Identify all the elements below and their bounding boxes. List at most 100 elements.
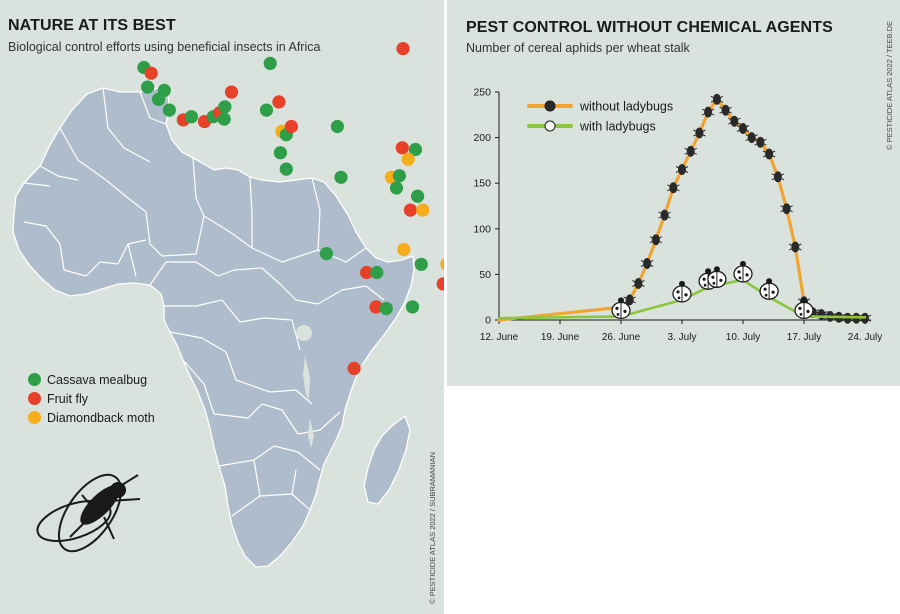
diamondback-moth-marker xyxy=(401,152,415,166)
aphid-marker xyxy=(728,115,741,127)
ladybug-marker xyxy=(733,260,753,283)
aphid-marker xyxy=(719,104,732,116)
aphid-marker xyxy=(632,278,645,289)
fruit-fly-marker xyxy=(347,361,361,375)
chart-legend: without ladybugs with ladybugs xyxy=(527,100,673,134)
ladybug-marker xyxy=(794,297,814,320)
legend-label: with ladybugs xyxy=(579,120,656,134)
cassava-mealbug-marker xyxy=(263,56,277,70)
aphid-marker xyxy=(649,234,663,246)
legend-dot-orange xyxy=(28,411,41,424)
diamondback-moth-marker xyxy=(397,242,411,257)
y-tick-label: 250 xyxy=(473,87,491,99)
cassava-mealbug-marker xyxy=(414,257,428,271)
fruit-fly-marker xyxy=(396,42,410,56)
aphid-marker xyxy=(658,209,671,221)
lakes xyxy=(296,325,314,448)
cassava-mealbug-marker xyxy=(141,80,155,94)
legend-item-cassava-mealbug: Cassava mealbug xyxy=(28,370,155,389)
cassava-mealbug-marker xyxy=(408,142,423,157)
x-tick-label: 10. July xyxy=(726,332,760,343)
aphid-marker xyxy=(623,294,636,306)
diamondback-moth-marker xyxy=(416,203,430,217)
cassava-mealbug-marker xyxy=(259,103,274,117)
aphid-marker xyxy=(693,127,706,139)
y-tick-label: 50 xyxy=(479,269,491,281)
country-borders xyxy=(23,87,385,517)
legend-item-diamondback-moth: Diamondback moth xyxy=(28,408,155,427)
aphid-line-chart: 0 50 100 150 200 250 12. June 19. June 26. June 3… xyxy=(473,87,882,344)
map-credit: © PESTICIDE ATLAS 2022 / SUBRAMANIAN xyxy=(428,451,437,604)
aphid-marker xyxy=(771,171,785,183)
cassava-mealbug-marker xyxy=(279,162,293,176)
cassava-mealbug-marker xyxy=(405,300,420,314)
cassava-mealbug-marker xyxy=(162,103,176,117)
chart-title: PEST CONTROL WITHOUT CHEMICAL AGENTS xyxy=(466,19,833,36)
cassava-mealbug-marker xyxy=(273,146,287,160)
y-tick-label: 100 xyxy=(473,223,491,235)
aphid-marker xyxy=(710,93,724,105)
chart-axes: 0 50 100 150 200 250 12. June 19. June 26. June 3… xyxy=(473,87,882,344)
cassava-mealbug-marker xyxy=(217,112,231,126)
ladybug-marker xyxy=(707,266,727,288)
aphid-marker xyxy=(780,203,793,215)
fruit-fly-marker xyxy=(224,85,239,99)
cassava-mealbug-marker xyxy=(319,247,333,261)
fruit-fly-marker xyxy=(272,95,286,109)
aphid-marker xyxy=(762,148,776,160)
x-tick-label: 12. June xyxy=(480,332,519,343)
map-legend: Cassava mealbug Fruit fly Diamondback mo… xyxy=(28,370,155,427)
cassava-mealbug-marker xyxy=(184,110,198,124)
fruit-fly-marker xyxy=(403,203,417,217)
legend-label: Diamondback moth xyxy=(47,410,155,425)
y-tick-label: 150 xyxy=(473,178,491,190)
aphid-marker xyxy=(675,164,689,175)
fruit-fly-marker xyxy=(395,141,409,155)
aphid-marker xyxy=(667,182,680,194)
x-tick-label: 17. July xyxy=(787,332,821,343)
chart-series xyxy=(497,93,872,324)
cassava-mealbug-marker xyxy=(330,119,344,134)
x-tick-label: 24. July xyxy=(848,332,882,343)
cassava-mealbug-marker xyxy=(151,92,166,106)
map-title: NATURE AT ITS BEST xyxy=(8,17,176,34)
ladybug-marker xyxy=(672,280,692,303)
cassava-mealbug-marker xyxy=(334,170,348,184)
ladybug-marker xyxy=(611,297,631,320)
x-tick-label: 26. June xyxy=(602,332,641,343)
legend-label: Fruit fly xyxy=(47,391,88,406)
aphid-marker xyxy=(789,241,802,253)
fruit-fly-marker xyxy=(369,300,383,314)
aphid-marker xyxy=(701,106,715,118)
y-tick-label: 200 xyxy=(473,132,491,144)
fruit-fly-marker xyxy=(360,265,374,280)
legend-label: Cassava mealbug xyxy=(47,372,148,387)
madagascar xyxy=(363,414,411,505)
cassava-mealbug-marker xyxy=(379,301,393,316)
legend-label: without ladybugs xyxy=(579,100,673,114)
legend-dot-green xyxy=(28,373,41,386)
cassava-mealbug-marker xyxy=(411,189,425,203)
cassava-mealbug-marker xyxy=(218,100,232,114)
legend-item-fruit-fly: Fruit fly xyxy=(28,389,155,408)
aphid-marker xyxy=(640,258,654,269)
fruit-fly-marker xyxy=(284,119,298,134)
y-tick-label: 0 xyxy=(485,315,491,327)
africa-landmass xyxy=(12,85,415,568)
legend-dot-red xyxy=(28,392,41,405)
cassava-mealbug-marker xyxy=(392,169,406,183)
x-tick-label: 19. June xyxy=(541,332,580,343)
fly-icon xyxy=(36,473,141,553)
aphid-marker xyxy=(736,123,750,134)
aphid-marker xyxy=(754,136,767,148)
fruit-fly-marker xyxy=(436,277,444,291)
cassava-mealbug-marker xyxy=(370,265,384,280)
aphid-icon xyxy=(544,100,556,112)
africa-map xyxy=(12,42,444,568)
x-tick-label: 3. July xyxy=(668,332,697,343)
continent-outline xyxy=(12,85,415,568)
fruit-fly-marker xyxy=(144,66,158,80)
ladybug-icon xyxy=(544,120,556,132)
map-subtitle: Biological control efforts using benefic… xyxy=(8,40,321,54)
chart-subtitle: Number of cereal aphids per wheat stalk xyxy=(466,41,690,55)
